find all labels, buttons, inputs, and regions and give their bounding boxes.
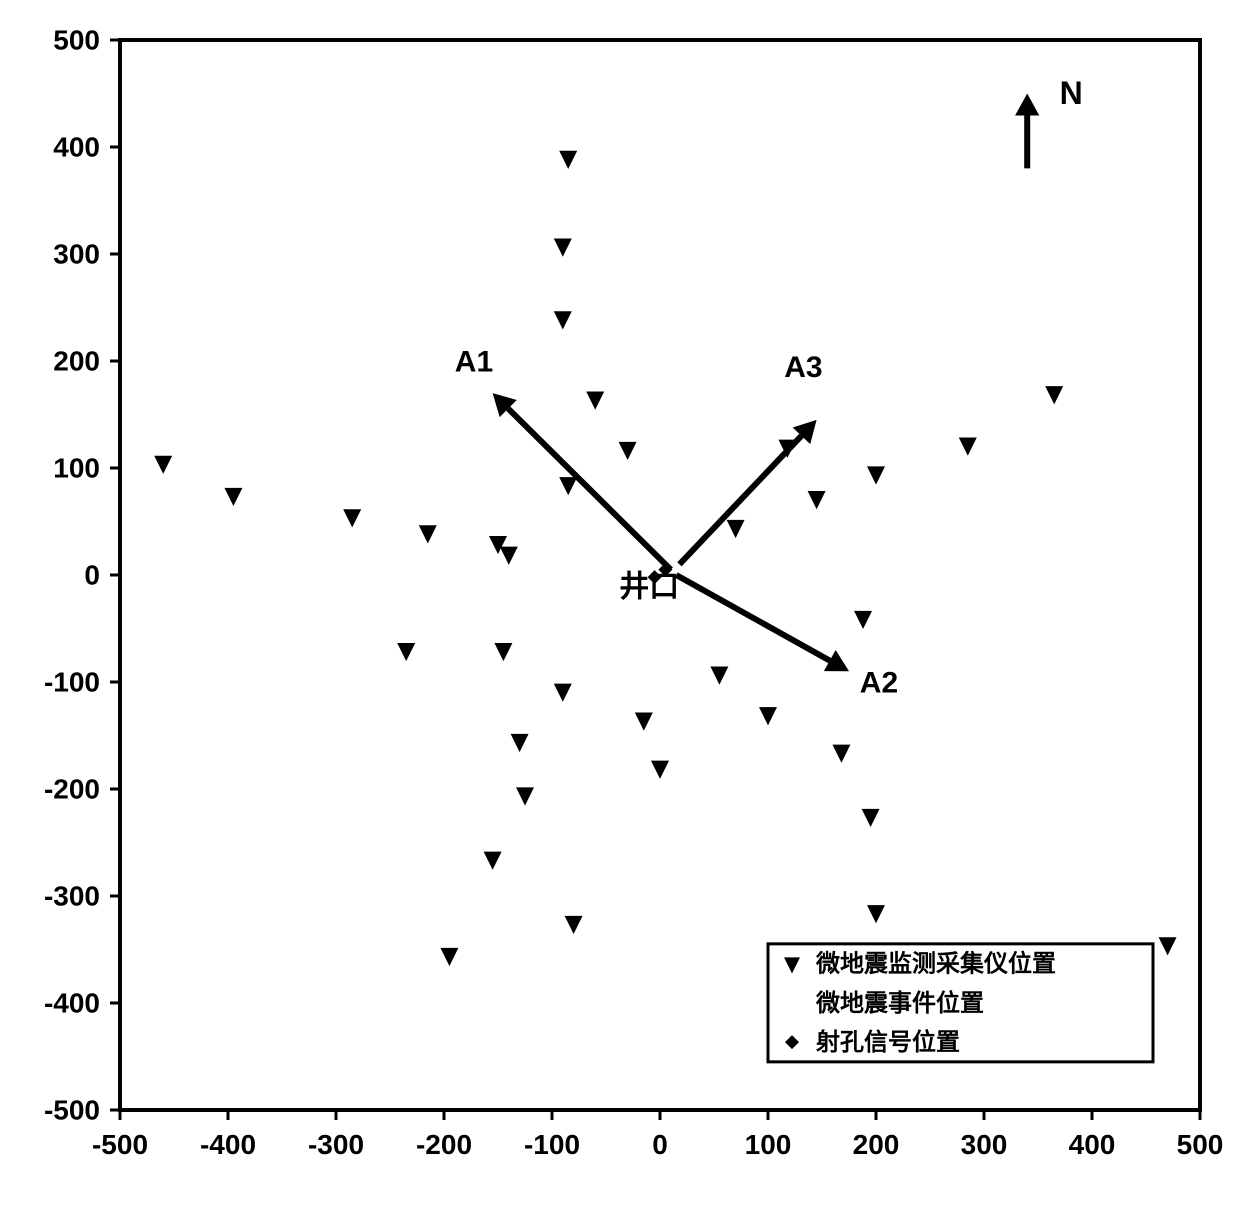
y-tick-label: -500 bbox=[44, 1094, 100, 1125]
x-tick-label: 100 bbox=[745, 1129, 792, 1160]
arrow-label-A3: A3 bbox=[784, 351, 822, 384]
x-tick-label: -200 bbox=[416, 1129, 472, 1160]
arrow-label-A1: A1 bbox=[455, 346, 493, 379]
legend-item-text: 射孔信号位置 bbox=[815, 1028, 960, 1056]
x-tick-label: -400 bbox=[200, 1129, 256, 1160]
y-tick-label: 300 bbox=[53, 238, 100, 269]
y-tick-label: -300 bbox=[44, 880, 100, 911]
north-label: N bbox=[1060, 75, 1083, 111]
y-tick-label: 0 bbox=[84, 559, 100, 590]
y-tick-label: -100 bbox=[44, 666, 100, 697]
y-tick-label: 500 bbox=[53, 24, 100, 55]
x-tick-label: 400 bbox=[1069, 1129, 1116, 1160]
legend-item-text: 微地震监测采集仪位置 bbox=[815, 950, 1056, 978]
legend-item-text: 微地震事件位置 bbox=[815, 989, 984, 1017]
x-tick-label: 200 bbox=[853, 1129, 900, 1160]
y-tick-label: 400 bbox=[53, 131, 100, 162]
x-tick-label: 0 bbox=[652, 1129, 668, 1160]
y-tick-label: 200 bbox=[53, 345, 100, 376]
x-tick-label: -300 bbox=[308, 1129, 364, 1160]
x-tick-label: -100 bbox=[524, 1129, 580, 1160]
y-tick-label: -400 bbox=[44, 987, 100, 1018]
y-tick-label: 100 bbox=[53, 452, 100, 483]
x-tick-label: -500 bbox=[92, 1129, 148, 1160]
chart-container: -500 -400 -300 -200 -100 0 100 200 300 400 500 -500… bbox=[0, 0, 1240, 1230]
y-tick-label: -200 bbox=[44, 773, 100, 804]
x-tick-label: 500 bbox=[1177, 1129, 1224, 1160]
wellhead-label: 井口 bbox=[619, 570, 679, 603]
scatter-chart: -500 -400 -300 -200 -100 0 100 200 300 400 500 -500… bbox=[0, 0, 1240, 1230]
x-tick-label: 300 bbox=[961, 1129, 1008, 1160]
arrow-label-A2: A2 bbox=[860, 667, 898, 700]
